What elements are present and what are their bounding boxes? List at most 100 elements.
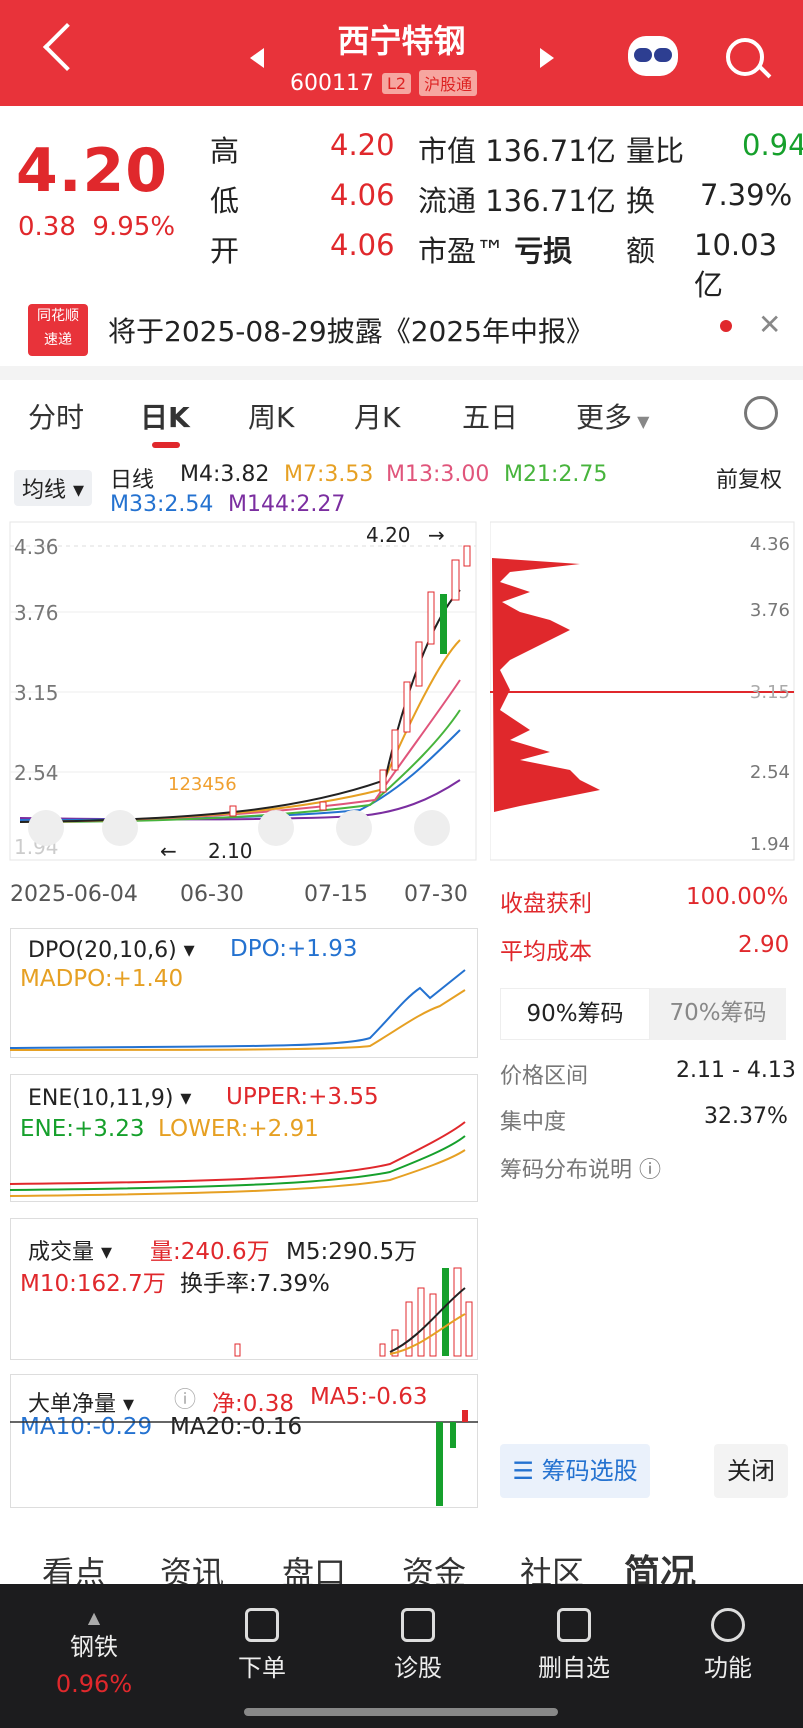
nav-sector[interactable]: ▲ 钢铁 0.96% [34,1608,154,1698]
high-label: 高 [210,134,240,168]
list-icon: ☰ [512,1457,534,1485]
chip-close-button[interactable]: 关闭 [714,1444,788,1498]
madpo-value: MADPO:+1.40 [20,966,184,992]
tab-daily-k[interactable]: 日K [140,401,190,434]
unread-dot [720,320,732,332]
range-label: 价格区间 [500,1064,589,1089]
min-arrow-icon: ← [160,839,177,863]
pe-row: 市盈™ 亏损 [418,234,573,268]
close-notice-icon[interactable]: ✕ [758,308,782,341]
kline-ytick-2: 3.76 [14,601,59,625]
chip-explain-link[interactable]: 筹码分布说明 ⓘ [500,1158,662,1183]
volume-m5: M5:290.5万 [286,1239,418,1265]
fq-label[interactable]: 前复权 [716,468,783,493]
next-stock-icon[interactable] [540,48,554,68]
prev-stock-icon[interactable] [250,48,264,68]
settings-hexagon-icon[interactable] [744,396,778,430]
pan-right-icon[interactable] [336,810,372,846]
ene-upper: UPPER:+3.55 [226,1084,379,1110]
big-order-select[interactable]: 大单净量 ▾ [20,1384,143,1420]
tab-more[interactable]: 更多 ▼ [576,401,650,434]
ene-panel [10,1074,478,1202]
fullscreen-icon[interactable] [414,810,450,846]
kline-ytick-1: 4.36 [14,535,59,559]
m144-value: M144:2.27 [228,492,346,517]
diagnose-plus-icon [401,1608,435,1642]
tab-five-day[interactable]: 五日 [462,401,519,434]
dpo-value: DPO:+1.93 [230,936,358,962]
avg-cost-value: 2.90 [738,932,790,958]
document-icon [245,1608,279,1642]
tab-intraday[interactable]: 分时 [28,401,85,434]
kline-chart[interactable]: 4.36 3.76 3.15 2.54 1.94 4.20 → 2.10 ← 1… [0,520,480,880]
date-start: 2025-06-04 [10,882,138,907]
turnover-value: 7.39% [700,178,793,212]
assistant-robot-icon[interactable] [628,36,678,76]
ene-lower: LOWER:+2.91 [158,1116,319,1142]
stock-name: 西宁特钢 [337,22,466,60]
volume-select[interactable]: 成交量 ▾ [20,1232,121,1268]
line-label: 日线 [110,468,155,493]
big-order-net: 净:0.38 [212,1391,294,1417]
nav-diagnose[interactable]: 诊股 [358,1608,478,1683]
tab-90-chip[interactable]: 90%筹码 [500,988,650,1040]
tab-weekly-k[interactable]: 周K [248,401,295,434]
candles [229,545,471,817]
help-icon[interactable]: ⓘ [174,1388,197,1413]
zoom-in-icon[interactable] [102,810,138,846]
big-order-panel [10,1374,478,1508]
ths-express-logo: 同花顺 速递 [28,304,88,356]
m4-value: M4:3.82 [180,462,270,487]
dpo-select[interactable]: DPO(20,10,6) ▾ [20,936,203,965]
chip-ytick-4: 2.54 [750,762,790,783]
current-price: 4.20 [16,136,169,206]
market-tag: 沪股通 [419,70,478,96]
ene-value: ENE:+3.23 [20,1116,145,1142]
minus-square-icon [557,1608,591,1642]
big-order-ma10: MA10:-0.29 [20,1414,153,1440]
pan-left-icon[interactable] [258,810,294,846]
nav-functions[interactable]: 功能 [668,1608,788,1683]
zoom-out-far-icon[interactable] [28,810,64,846]
concentration-label: 集中度 [500,1110,567,1135]
nav-order[interactable]: 下单 [202,1608,322,1683]
volume-turnover: 换手率:7.39% [180,1271,330,1297]
kline-ytick-3: 3.15 [14,681,59,705]
mcap-row: 市值 136.71亿 [418,134,616,168]
kline-min-label: 2.10 [208,839,253,863]
chip-ytick-5: 1.94 [750,834,790,855]
tab-monthly-k[interactable]: 月K [354,401,401,434]
stock-code-row: 600117 L2 沪股通 [290,70,478,96]
avg-cost-label: 平均成本 [500,939,592,965]
ene-select[interactable]: ENE(10,11,9) ▾ [20,1084,200,1113]
volume-m10: M10:162.7万 [20,1271,166,1297]
low-value: 4.06 [330,178,395,212]
vol-ratio-value: 0.94 [742,128,803,162]
volume-value: 量:240.6万 [150,1239,270,1265]
chip-distribution-chart[interactable]: 4.36 3.76 3.15 2.54 1.94 [490,520,795,862]
chip-ytick-2: 3.76 [750,600,790,621]
stock-code: 600117 [290,70,374,96]
date-3: 07-15 [304,882,368,907]
dpo-panel [10,928,478,1058]
big-order-chart [10,1410,478,1506]
divider [0,366,803,380]
ene-chart [10,1121,466,1197]
volume-chart [234,1267,473,1357]
m13-value: M13:3.00 [386,462,490,487]
nav-remove-watchlist[interactable]: 删自选 [514,1608,634,1683]
bottom-nav: ▲ 钢铁 0.96% 下单 诊股 删自选 功能 [0,1584,803,1728]
notice-text[interactable]: 将于2025-08-29披露《2025年中报》 [108,315,594,348]
home-indicator [244,1708,558,1716]
m33-value: M33:2.54 [110,492,214,517]
price-change: 0.38 9.95% [18,212,176,242]
chip-select-button[interactable]: ☰ 筹码选股 [500,1444,650,1498]
date-4: 07-30 [404,882,468,907]
active-tab-indicator [152,442,180,448]
ma-select[interactable]: 均线 ▾ [14,470,93,506]
tab-70-chip[interactable]: 70%筹码 [650,988,786,1040]
menu-circle-icon [711,1608,745,1642]
big-order-ma5: MA5:-0.63 [310,1384,428,1410]
search-icon[interactable] [726,38,764,76]
big-order-ma20: MA20:-0.16 [170,1414,303,1440]
